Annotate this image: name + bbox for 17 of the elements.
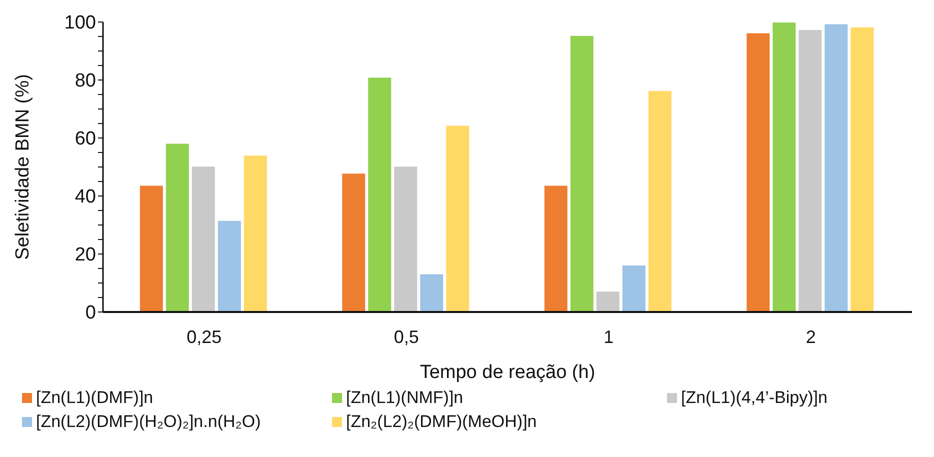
y-tick-label: 60: [74, 128, 96, 150]
legend-label: [Zn₂(L2)₂(DMF)(MeOH)]n: [346, 412, 537, 432]
x-tick-label: 2: [806, 326, 816, 347]
y-tick-label: 80: [74, 70, 96, 92]
x-tick-label: 1: [604, 326, 614, 347]
legend-label: [Zn(L1)(DMF)]n: [36, 388, 154, 408]
y-axis-title: Seletividade BMN (%): [12, 74, 34, 260]
y-tick-label: 0: [85, 302, 96, 324]
y-tick-label: 40: [74, 186, 96, 208]
x-axis-title: Tempo de reação (h): [420, 362, 596, 383]
y-tick-label: 20: [74, 244, 96, 266]
x-tick-label: 0,25: [186, 326, 222, 347]
legend-label: [Zn(L1)(NMF)]n: [346, 388, 464, 408]
legend-label: [Zn(L2)(DMF)(H₂O)₂]n.n(H₂O): [36, 412, 261, 432]
y-tick-label: 100: [64, 12, 96, 34]
legend-label: [Zn(L1)(4,4’-Bipy)]n: [681, 388, 828, 408]
x-tick-label: 0,5: [394, 326, 419, 347]
